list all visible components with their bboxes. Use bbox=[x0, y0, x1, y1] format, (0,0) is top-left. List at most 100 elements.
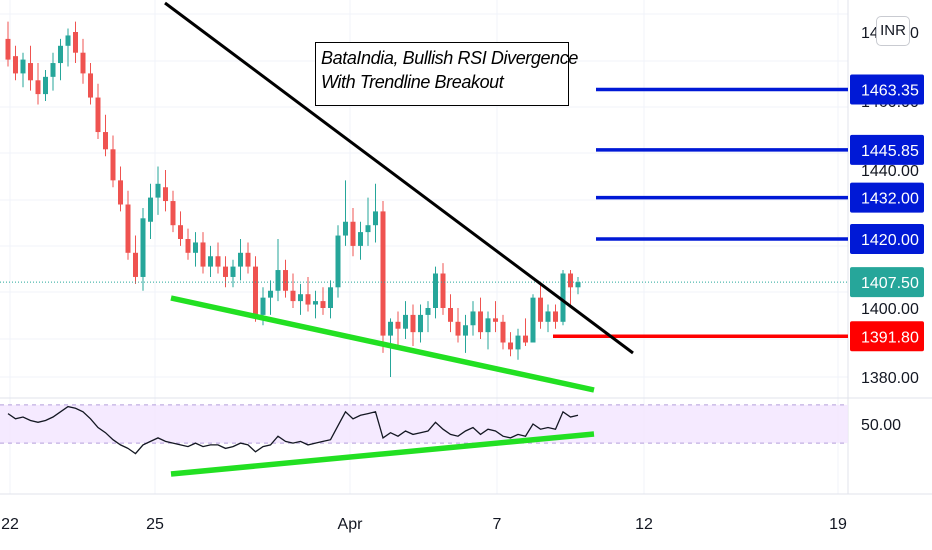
candle-body bbox=[343, 221, 348, 236]
candle-body bbox=[515, 335, 521, 350]
candle bbox=[343, 180, 348, 246]
candle-body bbox=[433, 273, 438, 308]
annotation-textbox[interactable]: BataIndia, Bullish RSI Divergence With T… bbox=[315, 42, 578, 106]
candle-body bbox=[500, 321, 506, 343]
candle bbox=[485, 311, 491, 350]
candle-body bbox=[28, 63, 33, 81]
price-tag: 1463.35 bbox=[850, 74, 924, 105]
candle bbox=[125, 190, 131, 260]
time-tick-label: 19 bbox=[829, 516, 847, 533]
candle bbox=[425, 301, 431, 333]
candle bbox=[350, 207, 356, 257]
candle-body bbox=[238, 252, 243, 267]
candle-body bbox=[125, 204, 131, 253]
candle-body bbox=[485, 318, 491, 333]
candle-body bbox=[380, 211, 386, 336]
candle bbox=[515, 328, 521, 360]
candle bbox=[470, 301, 476, 336]
candle-body bbox=[118, 180, 123, 205]
candle bbox=[148, 183, 153, 239]
candle bbox=[140, 207, 146, 291]
candle bbox=[230, 259, 236, 288]
candle-body bbox=[50, 63, 56, 77]
candle bbox=[440, 263, 446, 315]
price-tick-label: 1400.00 bbox=[861, 301, 919, 318]
candle-body bbox=[298, 294, 303, 302]
candle-body bbox=[35, 80, 41, 95]
candle-body bbox=[170, 201, 176, 226]
candle bbox=[298, 283, 303, 315]
candle-body bbox=[463, 325, 468, 336]
annotation-line-2: With Trendline Breakout bbox=[321, 72, 504, 92]
candle-body bbox=[320, 301, 326, 308]
candle bbox=[328, 280, 333, 319]
candle bbox=[245, 242, 251, 274]
candle-body bbox=[538, 297, 543, 322]
candle-body bbox=[140, 218, 146, 277]
candle-body bbox=[290, 290, 296, 302]
descending-resistance-trendline bbox=[164, 1, 634, 355]
rsi-tick-label: 50.00 bbox=[861, 417, 901, 434]
candle-body bbox=[80, 52, 86, 74]
price-tag: 1420.00 bbox=[850, 224, 924, 254]
time-tick-label: 22 bbox=[1, 516, 19, 533]
candle bbox=[275, 239, 281, 302]
price-tag-label: 1407.50 bbox=[861, 275, 919, 292]
candle bbox=[215, 242, 221, 274]
time-axis[interactable]: 22 25 Apr 7 12 19 bbox=[1, 516, 847, 533]
rsi-axis: 50.00 bbox=[861, 417, 901, 434]
time-tick-label: 25 bbox=[146, 516, 164, 533]
candle-body bbox=[478, 311, 483, 333]
candle bbox=[20, 52, 26, 88]
candle bbox=[200, 232, 206, 274]
candle-body bbox=[95, 97, 101, 133]
price-tag-bg bbox=[850, 74, 924, 105]
candle-body bbox=[260, 297, 266, 315]
candle bbox=[155, 166, 161, 215]
candle bbox=[358, 221, 363, 260]
price-tag-bg bbox=[850, 267, 924, 298]
candle-body bbox=[358, 232, 363, 246]
candle bbox=[185, 228, 191, 260]
candle-body bbox=[470, 311, 476, 326]
candle-body bbox=[410, 314, 416, 333]
candle-body bbox=[418, 314, 423, 333]
candle-body bbox=[208, 256, 213, 267]
candle bbox=[560, 270, 566, 326]
price-tag: 1391.80 bbox=[850, 321, 924, 352]
candle bbox=[395, 311, 401, 346]
candle bbox=[253, 256, 258, 322]
candle-body bbox=[440, 273, 446, 308]
candle-body bbox=[493, 318, 498, 322]
candle-body bbox=[545, 311, 551, 322]
candle bbox=[50, 52, 56, 91]
candle bbox=[238, 239, 243, 281]
candle bbox=[455, 308, 461, 343]
price-tag-label: 1432.00 bbox=[861, 191, 919, 208]
candle bbox=[448, 294, 453, 333]
candle bbox=[478, 297, 483, 340]
candle bbox=[500, 314, 506, 350]
candle bbox=[43, 69, 48, 101]
candle-body bbox=[65, 35, 71, 46]
candle-body bbox=[88, 73, 93, 98]
candle bbox=[508, 332, 513, 357]
price-tick-label: 1440.00 bbox=[861, 163, 919, 180]
currency-button[interactable]: INR bbox=[876, 16, 910, 46]
candle-body bbox=[523, 335, 528, 343]
candle bbox=[73, 21, 78, 64]
candle-body bbox=[193, 242, 198, 253]
candle-body bbox=[560, 273, 566, 322]
candle-body bbox=[268, 290, 273, 298]
candle bbox=[208, 245, 213, 277]
rsi-band bbox=[0, 404, 848, 444]
price-tick-label: 1380.00 bbox=[861, 370, 919, 387]
candle bbox=[463, 314, 468, 353]
rsi-line bbox=[7, 405, 579, 455]
price-tag-label: 1463.35 bbox=[861, 82, 919, 99]
candle-body bbox=[388, 321, 393, 336]
candle bbox=[80, 38, 86, 84]
candle bbox=[110, 135, 116, 188]
candle bbox=[5, 21, 11, 67]
